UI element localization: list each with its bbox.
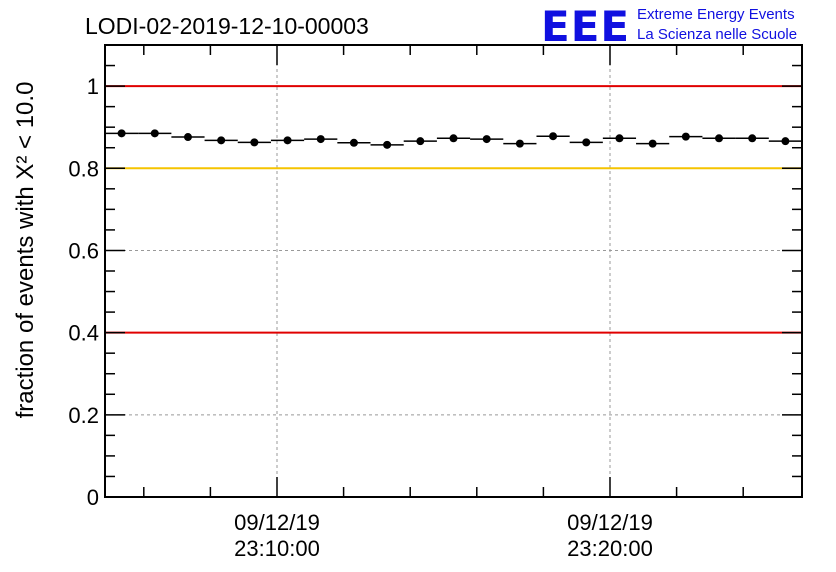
y-tick-label: 0.2	[68, 403, 99, 428]
x-tick-label-date: 09/12/19	[234, 510, 320, 535]
y-tick-label: 0.4	[68, 321, 99, 346]
data-point	[715, 134, 724, 143]
data-point	[681, 132, 690, 141]
data-point	[781, 137, 790, 146]
data-point	[383, 140, 392, 149]
data-point	[549, 132, 558, 141]
y-tick-label: 0.6	[68, 238, 99, 263]
reference-lines	[105, 85, 802, 334]
data-point	[582, 138, 591, 147]
data-point	[217, 136, 226, 145]
axes: 00.20.40.60.8109/12/1923:10:0009/12/1923…	[68, 44, 803, 561]
plot-frame	[104, 44, 803, 498]
data-point	[748, 134, 757, 143]
x-tick-label-time: 23:10:00	[234, 536, 320, 561]
y-tick-label: 0	[87, 485, 99, 510]
data-point	[150, 129, 159, 138]
data-point	[349, 138, 358, 147]
y-tick-label: 0.8	[68, 156, 99, 181]
data-point	[250, 138, 259, 147]
data-point	[648, 139, 657, 148]
data-point	[416, 137, 425, 146]
data-point	[615, 134, 624, 143]
data-point	[283, 136, 292, 145]
eee-logo-mark: EEE	[541, 2, 630, 51]
eee-logo-line2: La Scienza nelle Scuole	[637, 26, 797, 43]
data-point	[449, 134, 458, 143]
data-point	[316, 135, 325, 144]
x-tick-label-time: 23:20:00	[567, 536, 653, 561]
y-axis-label: fraction of events with X² < 10.0	[12, 82, 39, 419]
grid-layer	[105, 45, 802, 497]
data-point	[117, 129, 126, 138]
data-point	[183, 133, 192, 142]
x-tick-label-date: 09/12/19	[567, 510, 653, 535]
eee-logo-line1: Extreme Energy Events	[637, 6, 795, 23]
y-tick-label: 1	[87, 74, 99, 99]
eee-logo: EEE Extreme Energy Events La Scienza nel…	[541, 2, 797, 51]
data-points	[105, 129, 802, 149]
data-point	[515, 139, 524, 148]
chart-title: LODI-02-2019-12-10-00003	[85, 13, 369, 39]
data-point	[482, 135, 491, 144]
